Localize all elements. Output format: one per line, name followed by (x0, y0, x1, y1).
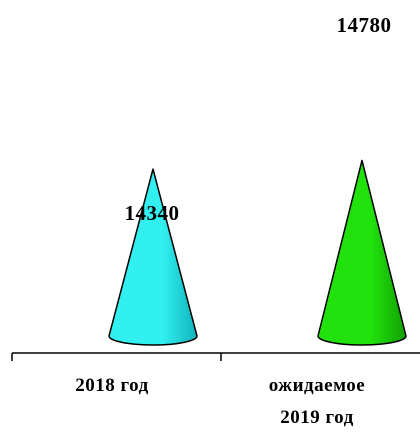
category-label-2019-line1: ожидаемое (269, 375, 365, 396)
cone-2019 (317, 159, 407, 346)
category-label-2019-line2: 2019 год (280, 407, 353, 428)
data-label-2019: 14780 (337, 13, 392, 37)
chart-marks (108, 159, 407, 346)
category-label-2018: 2018 год (75, 375, 148, 396)
data-label-2018: 14340 (125, 201, 180, 225)
cone-2018 (108, 168, 198, 346)
